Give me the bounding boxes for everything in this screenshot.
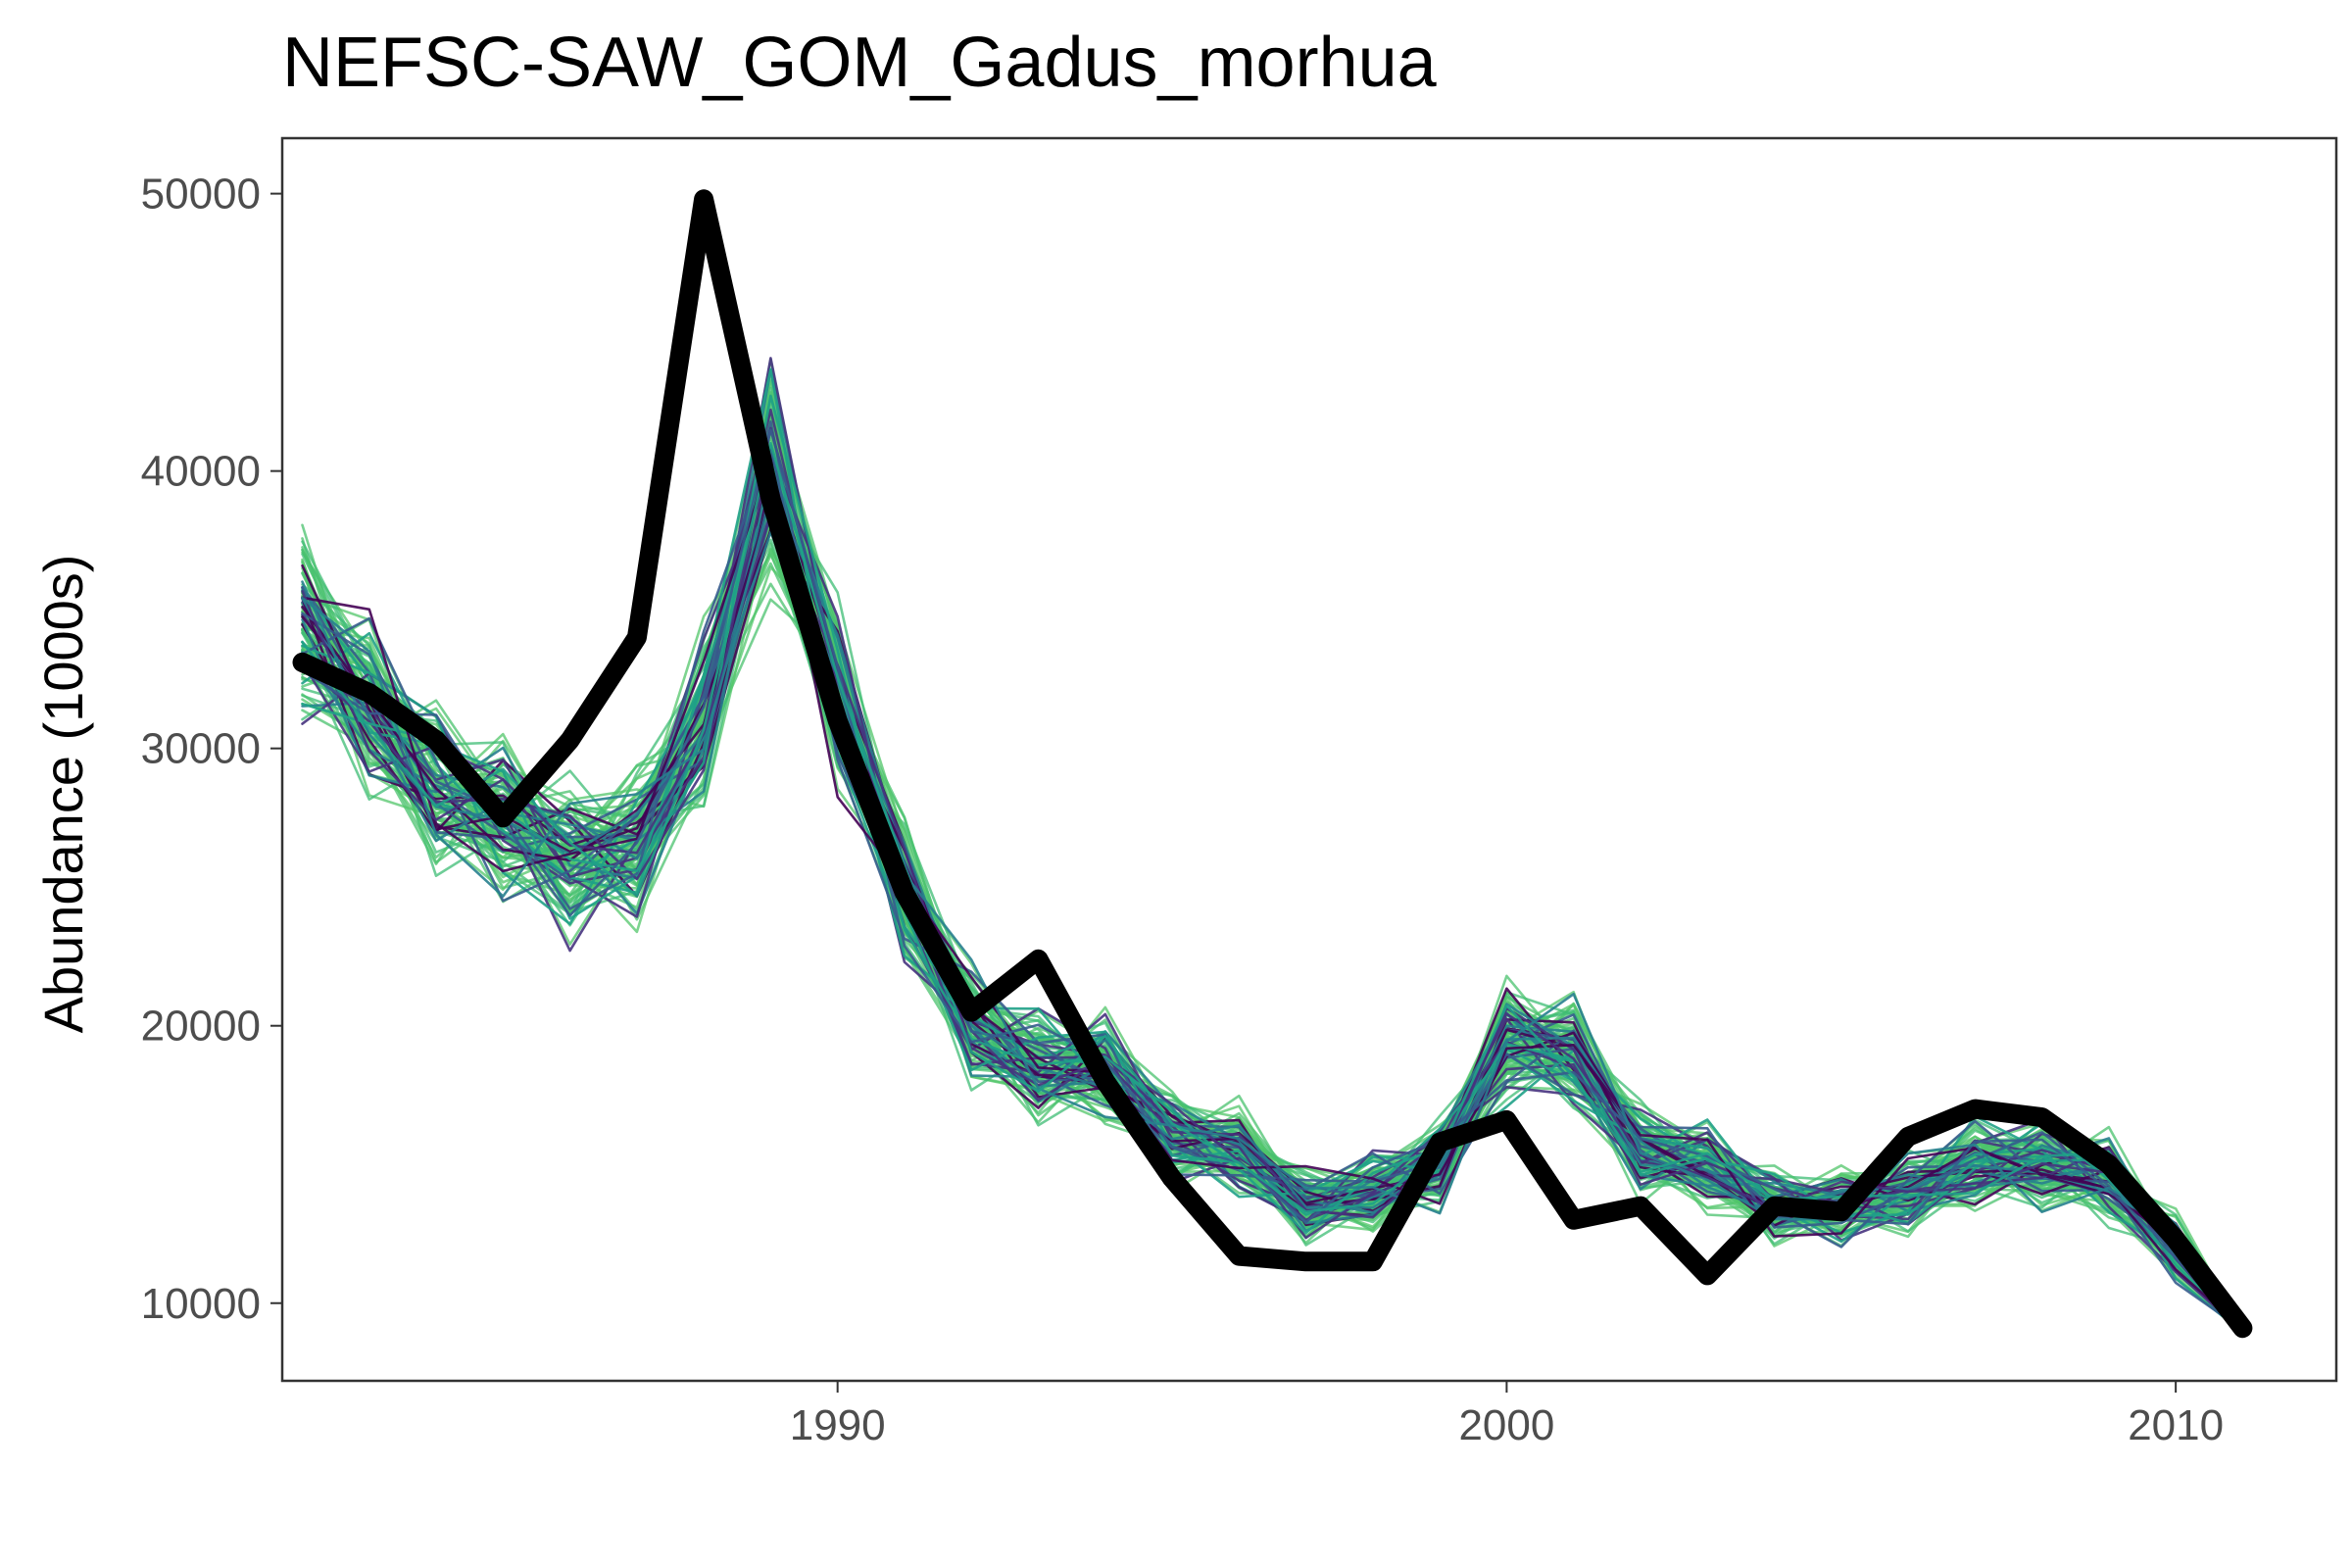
simulation-line <box>301 513 2244 1332</box>
simulation-line <box>301 513 2244 1332</box>
simulation-line <box>301 522 2244 1331</box>
simulation-line <box>301 513 2244 1332</box>
simulation-line <box>301 458 2244 1331</box>
simulation-line <box>301 444 2244 1332</box>
observed-series-line <box>292 189 2253 1339</box>
y-tick-label: 40000 <box>141 448 261 496</box>
simulation-line <box>301 442 2244 1334</box>
simulation-line <box>301 553 2244 1331</box>
simulation-line <box>301 521 2244 1332</box>
simulation-line <box>301 530 2244 1331</box>
simulation-line <box>301 520 2244 1333</box>
simulation-line <box>301 538 2244 1329</box>
x-tick-label: 2010 <box>2128 1401 2224 1449</box>
x-tick-label: 1990 <box>790 1401 886 1449</box>
y-axis: 10000 20000 30000 40000 50000 <box>141 171 282 1328</box>
plot-area <box>292 189 2253 1339</box>
y-tick-label: 20000 <box>141 1003 261 1051</box>
simulation-line <box>301 529 2244 1331</box>
simulation-line <box>301 547 2244 1331</box>
plot-panel-border <box>280 136 2338 1383</box>
simulation-lines <box>301 357 2244 1337</box>
simulation-line <box>301 548 2244 1331</box>
x-axis: 1990 2000 2010 <box>790 1381 2224 1449</box>
simulation-line <box>301 565 2244 1331</box>
simulation-line <box>301 394 2244 1336</box>
simulation-line <box>301 428 2244 1334</box>
simulation-line <box>301 514 2244 1332</box>
y-tick-label: 10000 <box>141 1280 261 1328</box>
simulation-line <box>301 527 2244 1332</box>
simulation-line <box>301 420 2244 1333</box>
chart-title: NEFSC-SAW_GOM_Gadus_morhua <box>282 24 1438 102</box>
simulation-line <box>301 357 2244 1336</box>
simulation-line <box>301 552 2244 1330</box>
simulation-line <box>301 542 2244 1330</box>
x-tick-label: 2000 <box>1458 1401 1554 1449</box>
simulation-line <box>301 495 2244 1332</box>
simulation-line <box>301 529 2244 1330</box>
y-tick-label: 50000 <box>141 171 261 219</box>
observed-series <box>292 189 2253 1339</box>
simulation-line <box>301 548 2244 1330</box>
simulation-line <box>301 537 2244 1330</box>
simulation-line <box>301 523 2244 1329</box>
y-tick-label: 30000 <box>141 725 261 773</box>
simulation-line <box>301 523 2244 1332</box>
y-axis-title: Abundance (1000s) <box>32 555 94 1034</box>
simulation-line <box>301 514 2244 1331</box>
simulation-line <box>301 520 2244 1333</box>
